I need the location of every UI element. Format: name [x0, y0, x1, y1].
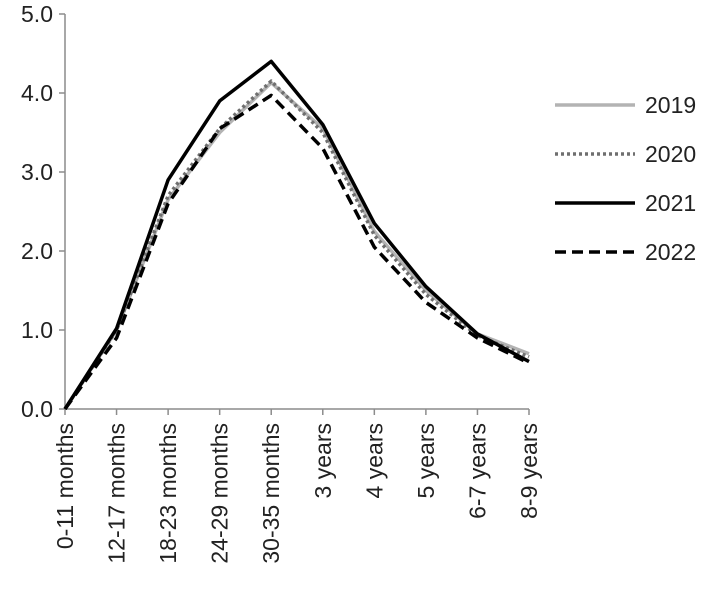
y-tick-label: 5.0	[21, 1, 53, 27]
legend-label-2022: 2022	[645, 239, 696, 265]
y-tick-label: 3.0	[21, 159, 53, 185]
y-tick-label: 0.0	[21, 396, 53, 422]
series-line-2021	[63, 59, 530, 410]
y-tick-label: 4.0	[21, 80, 53, 106]
x-tick-label: 0-11 months	[52, 423, 78, 549]
x-tick-label: 30-35 months	[258, 423, 284, 564]
x-tick-label: 12-17 months	[104, 423, 130, 564]
axes: 0.0 1.0 2.0 3.0 4.0 5.0 0-11 months 12-17 month…	[21, 1, 542, 564]
x-tick-label: 6-7 years	[464, 423, 490, 519]
series-line-2022	[63, 93, 530, 411]
series-line-2020	[63, 79, 530, 410]
legend: 2019 2020 2021 2022	[555, 92, 696, 265]
x-tick-label: 18-23 months	[155, 423, 181, 564]
y-tick-label: 2.0	[21, 238, 53, 264]
x-tick-label: 8-9 years	[516, 423, 542, 519]
x-tick-label: 5 years	[413, 423, 439, 498]
series-line-2019	[63, 80, 530, 410]
x-tick-label: 3 years	[310, 423, 336, 498]
y-tick-label: 1.0	[21, 317, 53, 343]
series-layer	[63, 59, 530, 411]
x-tick-label: 4 years	[361, 423, 387, 498]
legend-label-2020: 2020	[645, 141, 696, 167]
legend-label-2019: 2019	[645, 92, 696, 118]
x-tick-label: 24-29 months	[207, 423, 233, 564]
legend-label-2021: 2021	[645, 190, 696, 216]
